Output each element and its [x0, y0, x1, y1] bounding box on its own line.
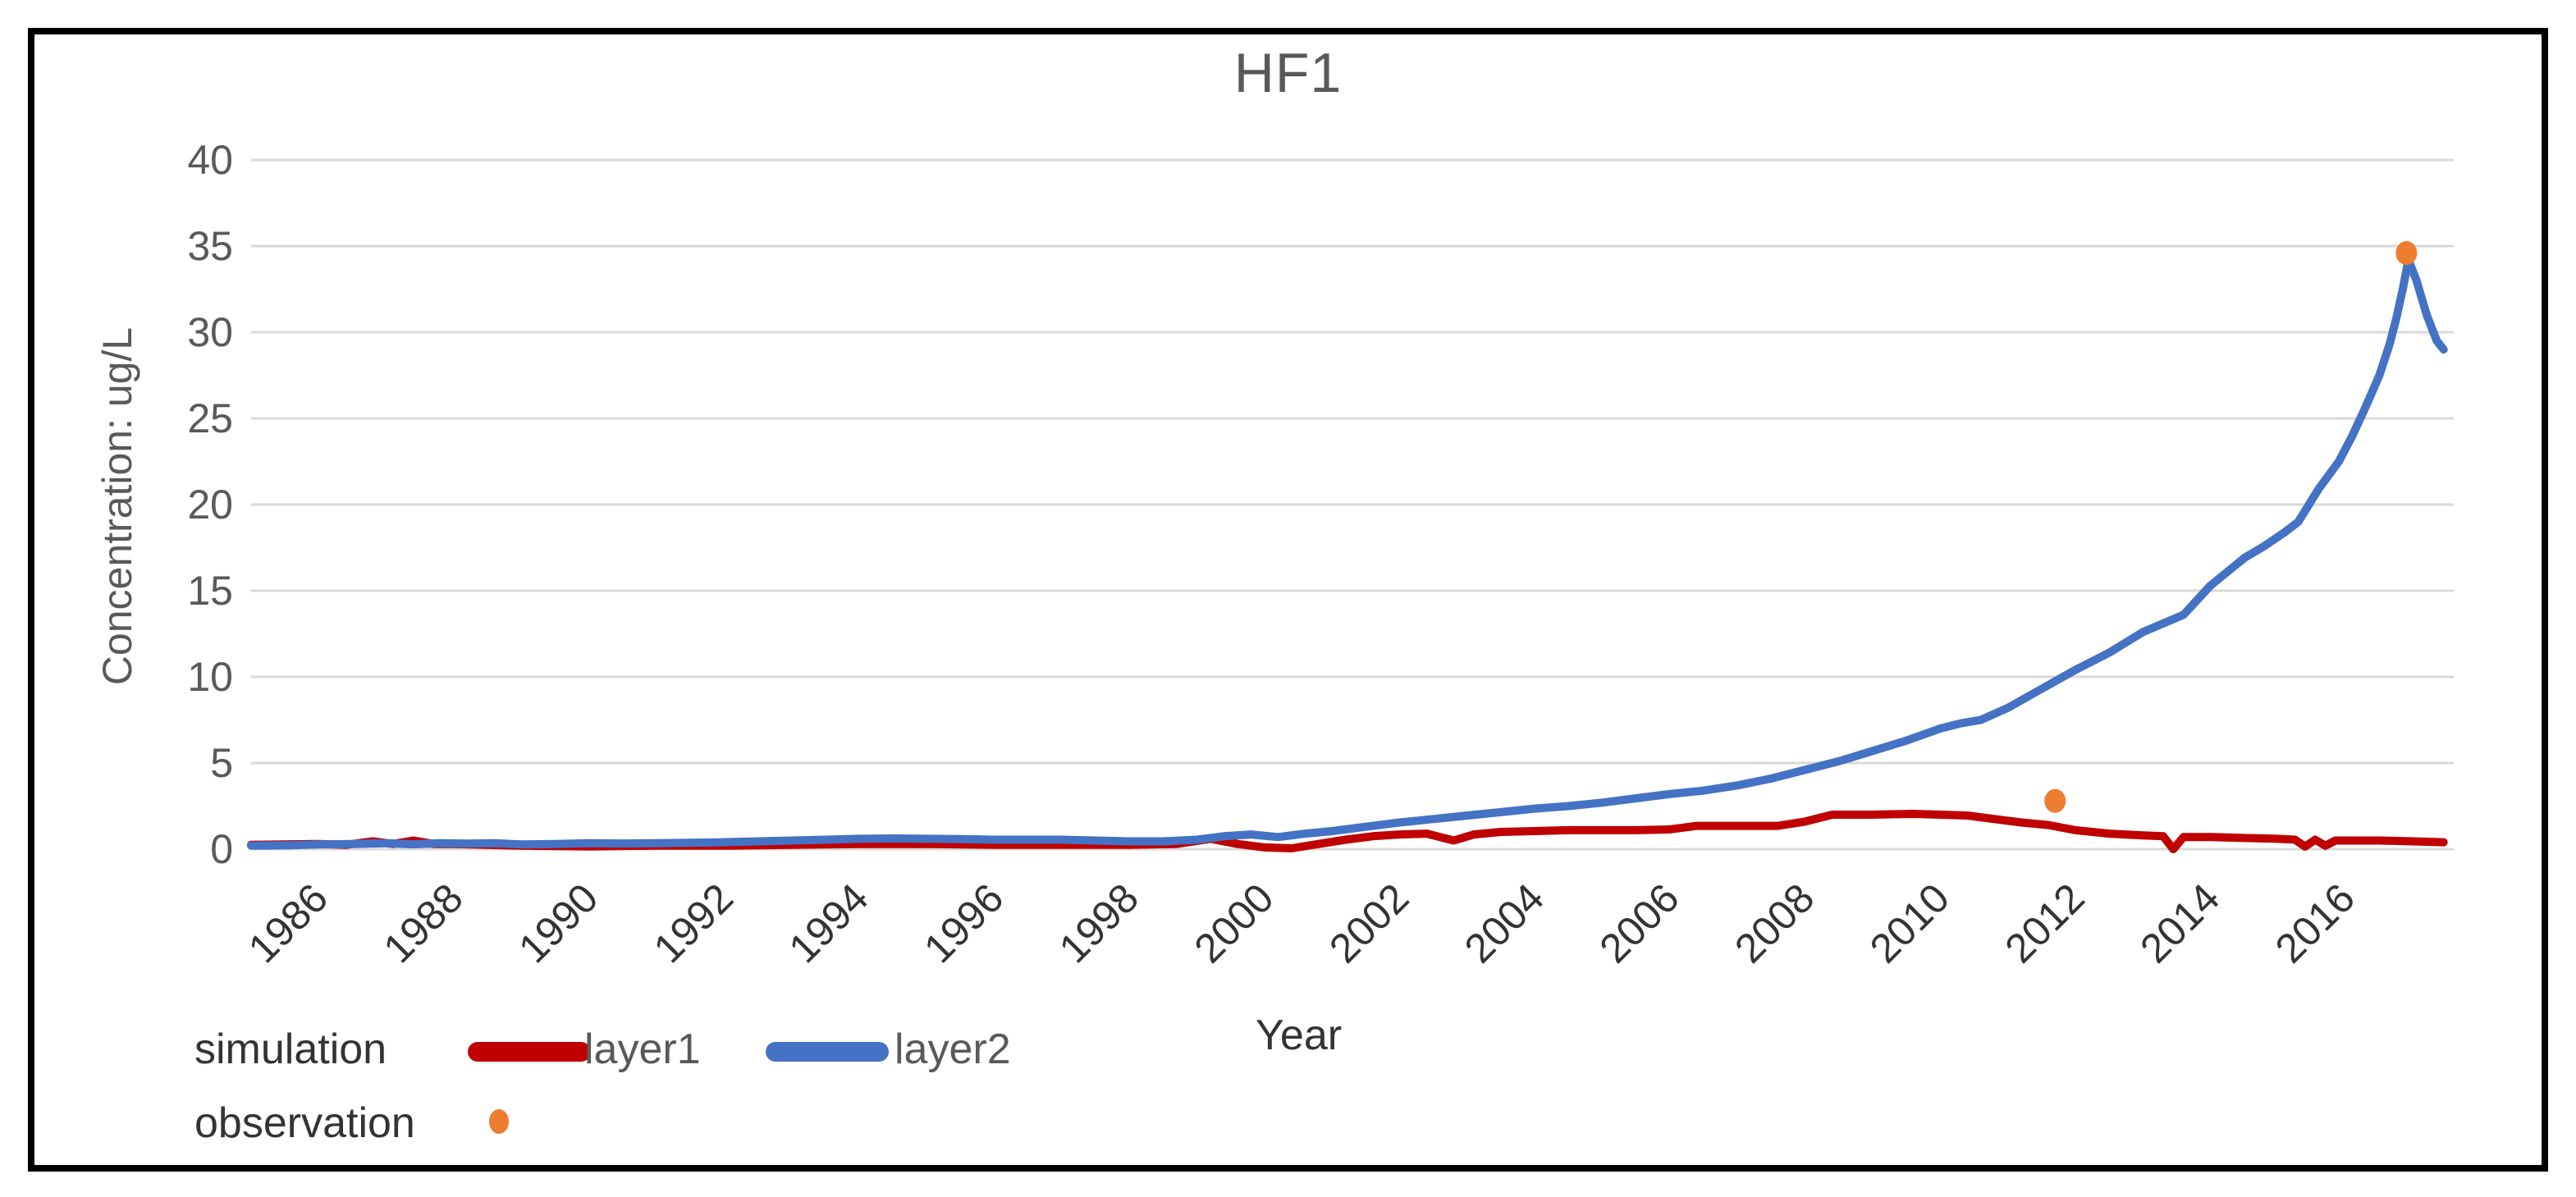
x-tick-label: 2004: [1456, 875, 1553, 971]
x-tick-label: 2008: [1726, 875, 1823, 971]
x-tick-label: 2010: [1861, 875, 1958, 971]
x-tick-label: 1990: [510, 875, 606, 971]
y-axis-title: Concentration: ug/L: [94, 327, 140, 686]
chart-frame: [28, 28, 2548, 1172]
x-tick-label: 2014: [2131, 875, 2228, 971]
legend-simulation-label: simulation: [194, 1026, 387, 1073]
observation-point: [2044, 788, 2066, 813]
legend-observation-marker: [489, 1109, 509, 1134]
x-tick-label: 2012: [1996, 875, 2093, 971]
x-tick-label: 2000: [1185, 875, 1282, 971]
legend-layer2-label: layer2: [895, 1026, 1011, 1073]
x-tick-label: 2016: [2267, 875, 2363, 971]
y-tick-label: 30: [187, 309, 233, 355]
x-tick-label: 1988: [375, 875, 472, 971]
legend-layer1-label: layer1: [584, 1026, 701, 1073]
x-tick-label: 2002: [1320, 875, 1417, 971]
legend-layer2-swatch: [766, 1042, 889, 1062]
legend-layer1-swatch: [468, 1042, 591, 1062]
x-axis-title: Year: [1256, 1012, 1343, 1059]
x-tick-label: 2006: [1590, 875, 1687, 971]
x-tick-label: 1998: [1050, 875, 1147, 971]
y-tick-label: 40: [187, 137, 233, 183]
x-tick-label: 1994: [780, 875, 877, 971]
chart-title: HF1: [1233, 42, 1343, 104]
x-tick-label: 1996: [915, 875, 1012, 971]
y-tick-label: 25: [187, 395, 233, 441]
y-tick-label: 10: [187, 654, 233, 700]
y-tick-label: 0: [210, 826, 233, 872]
x-tick-label: 1986: [240, 875, 336, 971]
legend-observation-label: observation: [194, 1099, 415, 1147]
series-layer2-line: [247, 255, 2448, 850]
y-tick-label: 5: [210, 740, 233, 786]
x-tick-label: 1992: [645, 875, 742, 971]
y-tick-label: 20: [187, 482, 233, 528]
y-tick-label: 15: [187, 568, 233, 614]
observation-point: [2395, 240, 2418, 265]
y-tick-label: 35: [187, 223, 233, 269]
